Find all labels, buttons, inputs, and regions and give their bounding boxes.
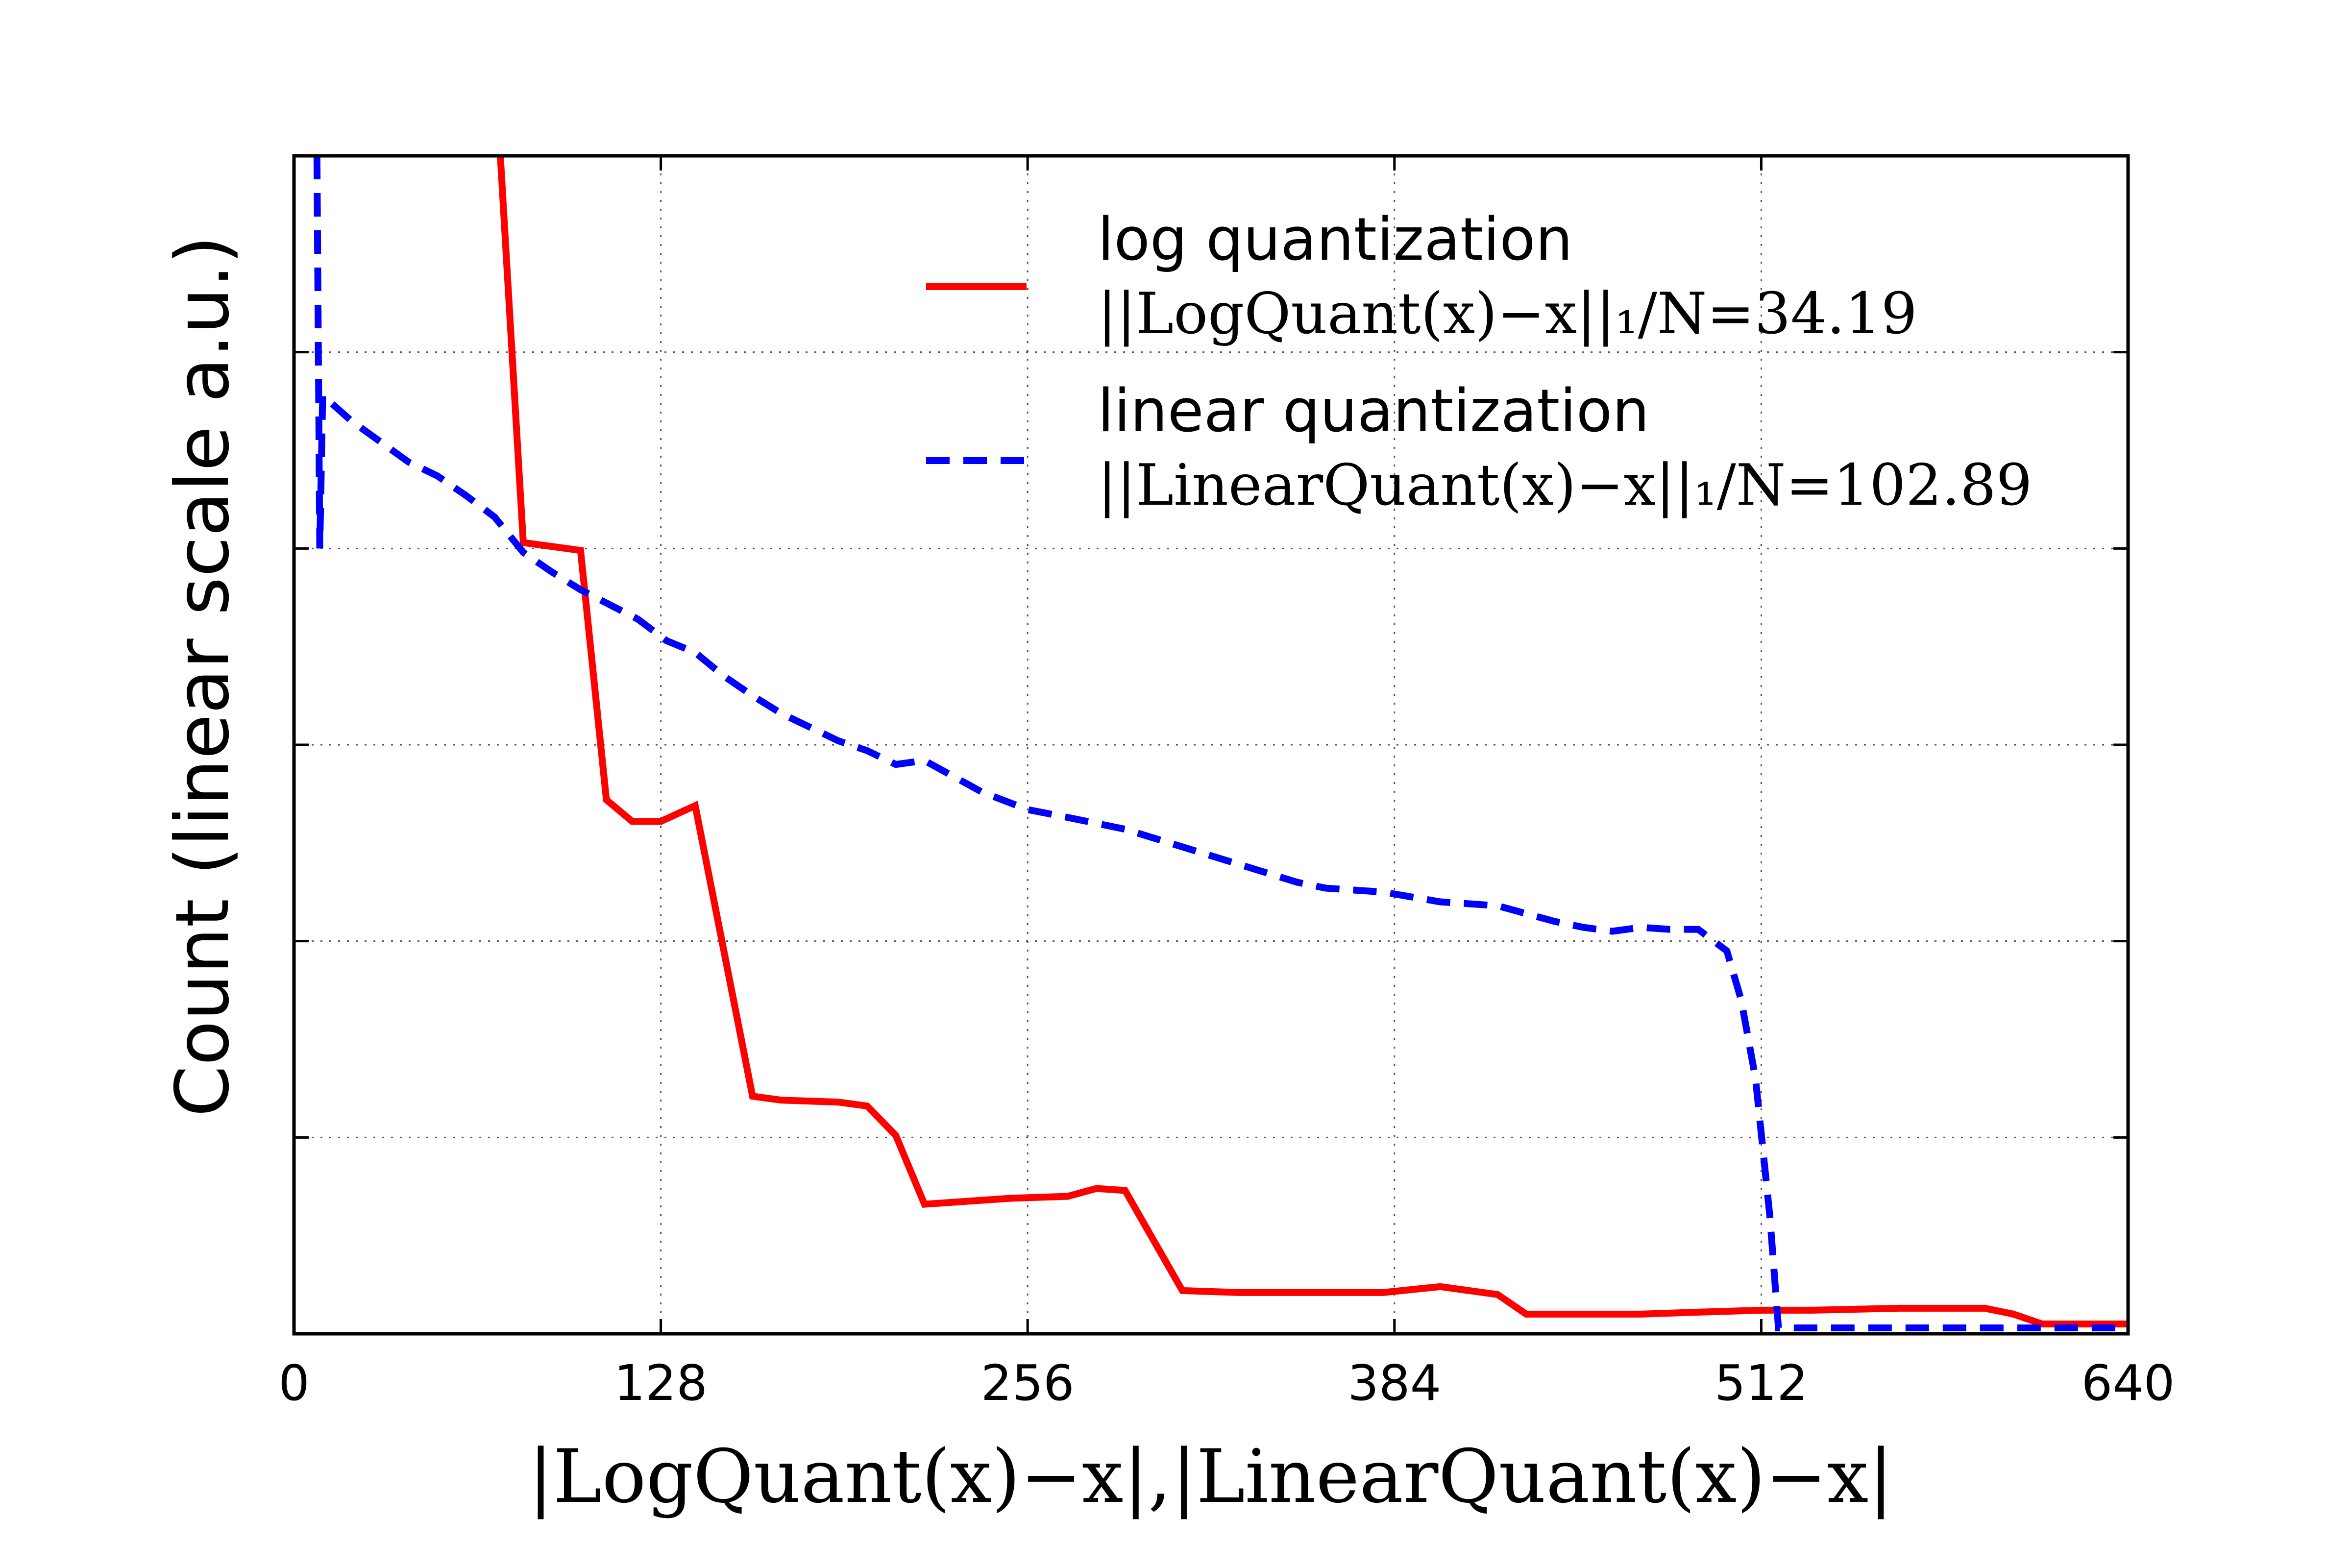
ticks: 0 128 256 384 512 640 (278, 156, 2175, 1412)
x-tick-label: 256 (981, 1354, 1075, 1412)
series-layer (313, 156, 2128, 1331)
x-tick-label: 384 (1348, 1354, 1441, 1412)
y-axis-label: Count (linear scale a.u.) (160, 236, 245, 1117)
series-line-linear (313, 156, 2128, 1331)
legend-label-linear: linear quantization (1098, 377, 1649, 445)
series-line-log (497, 156, 2128, 1327)
legend: log quantization ||LogQuant(x)−x||₁/N=34… (926, 206, 2032, 518)
x-tick-label: 128 (614, 1354, 708, 1412)
legend-formula-log: ||LogQuant(x)−x||₁/N=34.19 (1098, 281, 1917, 347)
x-tick-label: 512 (1715, 1354, 1808, 1412)
x-tick-label: 0 (278, 1354, 310, 1412)
x-axis-label: |LogQuant(x)−x|,|LinearQuant(x)−x| (528, 1434, 1893, 1519)
legend-label-log: log quantization (1098, 206, 1573, 274)
x-tick-label: 640 (2082, 1354, 2175, 1412)
legend-formula-linear: ||LinearQuant(x)−x||₁/N=102.89 (1098, 452, 2032, 518)
